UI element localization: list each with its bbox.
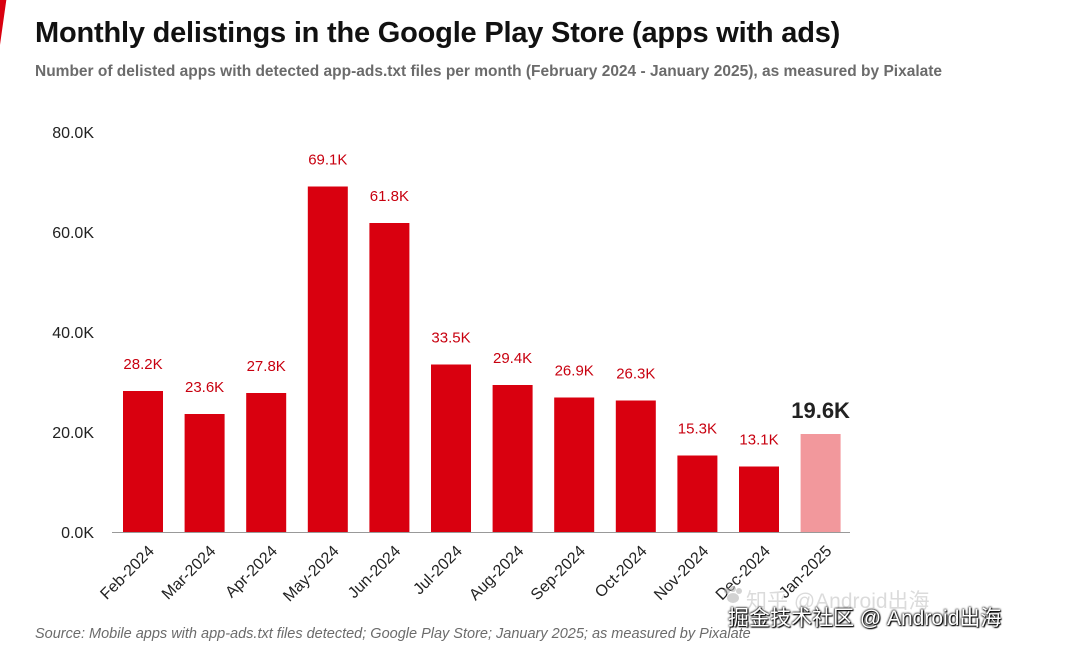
data-label: 13.1K (739, 432, 778, 449)
x-tick-label: Apr-2024 (222, 543, 281, 602)
y-tick-label: 40.0K (52, 325, 94, 342)
x-tick-label: Mar-2024 (159, 543, 220, 604)
data-label: 27.8K (247, 358, 286, 375)
bar (739, 466, 779, 532)
data-label: 61.8K (370, 188, 409, 205)
data-label: 23.6K (185, 379, 224, 396)
source-note: Source: Mobile apps with app-ads.txt fil… (35, 626, 751, 642)
bar (123, 391, 163, 532)
data-label: 29.4K (493, 350, 532, 367)
x-tick-label: Sep-2024 (528, 543, 589, 604)
paw-icon (724, 586, 742, 603)
data-label: 28.2K (123, 356, 162, 373)
bar (554, 397, 595, 532)
watermark: 掘金技术社区 @ Android出海 (728, 607, 1002, 630)
x-tick-label: Nov-2024 (651, 543, 712, 604)
watermark-faint: 知乎 @Android出海 (746, 590, 930, 613)
x-tick-label: Oct-2024 (592, 543, 651, 602)
bar (615, 400, 656, 532)
x-tick-label: Jun-2024 (345, 543, 404, 602)
y-tick-label: 60.0K (52, 225, 94, 242)
data-label: 19.6K (791, 398, 850, 423)
data-label: 26.3K (616, 366, 655, 383)
y-tick-label: 20.0K (52, 425, 94, 442)
chart-subtitle: Number of delisted apps with detected ap… (35, 63, 943, 80)
x-tick-label: Aug-2024 (466, 543, 527, 604)
y-tick-label: 80.0K (52, 125, 94, 142)
y-tick-label: 0.0K (61, 525, 94, 542)
chart-title: Monthly delistings in the Google Play St… (35, 17, 841, 49)
bar (184, 414, 225, 532)
bar (800, 434, 841, 532)
x-tick-label: Jul-2024 (410, 543, 465, 598)
data-label: 69.1K (308, 152, 347, 169)
bar (492, 385, 533, 532)
bar (677, 455, 718, 532)
data-label: 26.9K (555, 363, 594, 380)
bar (369, 223, 410, 532)
bar (307, 186, 348, 532)
bar (431, 364, 471, 532)
x-tick-label: May-2024 (280, 543, 342, 605)
bar (246, 393, 287, 532)
data-label: 15.3K (678, 421, 717, 438)
x-tick-label: Feb-2024 (97, 543, 158, 604)
data-label: 33.5K (431, 330, 470, 347)
